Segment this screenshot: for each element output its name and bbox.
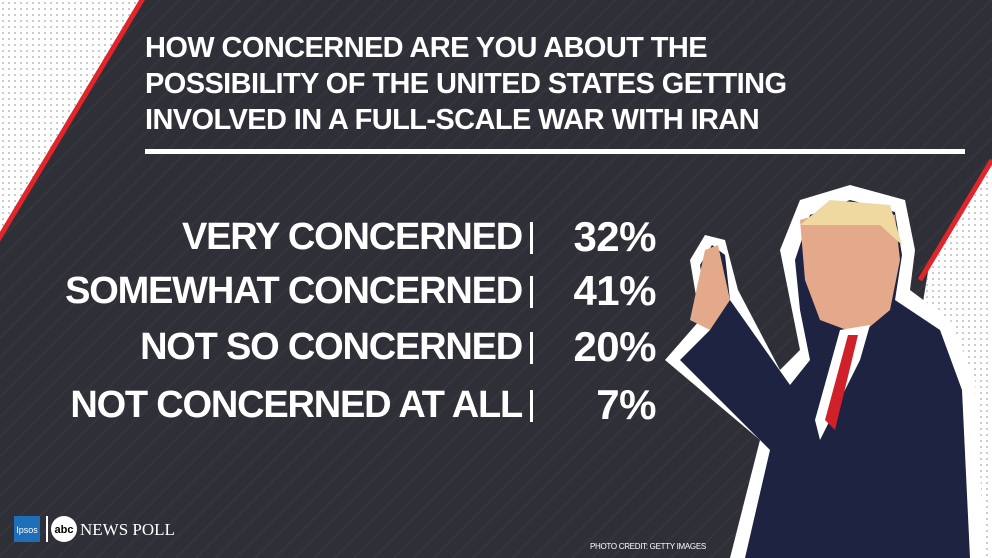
separator <box>530 276 533 308</box>
photo-credit: PHOTO CREDIT: GETTY IMAGES <box>590 542 706 551</box>
result-label: SOMEWHAT CONCERNED <box>65 270 523 312</box>
photo <box>665 185 985 558</box>
ipsos-logo: Ipsos <box>14 516 40 542</box>
ipsos-text: Ipsos <box>16 525 38 535</box>
result-label: VERY CONCERNED <box>181 216 523 258</box>
separator <box>530 332 533 364</box>
result-value: 20% <box>573 323 656 370</box>
title-line: INVOLVED IN A FULL-SCALE WAR WITH IRAN <box>145 104 760 136</box>
result-row: VERY CONCERNED 32% <box>0 212 660 262</box>
abc-text: abc <box>55 524 74 536</box>
title-line: HOW CONCERNED ARE YOU ABOUT THE <box>145 32 708 64</box>
title-line: POSSIBILITY OF THE UNITED STATES GETTING <box>145 68 787 100</box>
result-label: NOT CONCERNED AT ALL <box>70 384 523 426</box>
divider <box>46 516 48 542</box>
result-value: 32% <box>573 213 656 260</box>
result-row: SOMEWHAT CONCERNED 41% <box>0 266 660 316</box>
result-value: 41% <box>573 267 656 314</box>
poll-brand: NEWS POLL <box>80 520 175 539</box>
result-row: NOT SO CONCERNED 20% <box>0 322 660 372</box>
result-value: 7% <box>596 381 656 428</box>
separator <box>530 390 533 422</box>
title: HOW CONCERNED ARE YOU ABOUT THE POSSIBIL… <box>145 30 787 138</box>
result-row: NOT CONCERNED AT ALL 7% <box>0 380 660 430</box>
separator <box>530 222 533 254</box>
abc-logo: abc <box>51 516 77 542</box>
result-label: NOT SO CONCERNED <box>140 326 523 368</box>
